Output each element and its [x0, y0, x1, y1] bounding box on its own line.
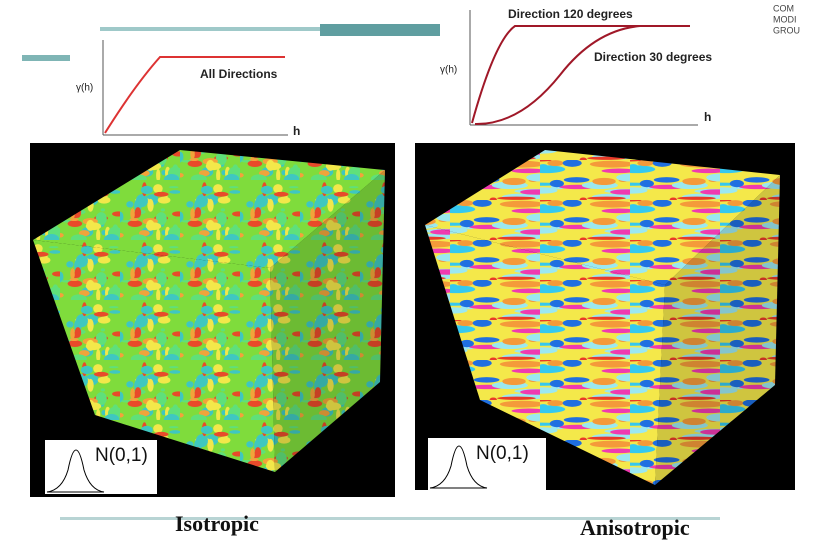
logo-text: GROU [773, 25, 800, 35]
logo-text: MODI [773, 14, 797, 24]
y-axis-label: γ(h) [76, 83, 93, 94]
logo-text: COM [773, 3, 794, 13]
curve-label: Direction 30 degrees [594, 50, 712, 64]
variogram-curve [472, 26, 690, 123]
deco-bar [320, 24, 440, 36]
curve-label: All Directions [200, 67, 278, 81]
x-axis-label: h [293, 124, 300, 138]
variogram-curve [475, 26, 690, 124]
caption: Isotropic [175, 511, 259, 536]
slide: COM MODI GROU γ(h) h All Directions γ(h)… [0, 0, 813, 540]
curve-label: Direction 120 degrees [508, 7, 633, 21]
distribution-label: N(0,1) [476, 443, 529, 464]
deco-bar [22, 55, 70, 61]
distribution-label: N(0,1) [95, 445, 148, 466]
x-axis-label: h [704, 110, 711, 124]
y-axis-label: γ(h) [440, 65, 457, 76]
caption: Anisotropic [580, 515, 690, 540]
